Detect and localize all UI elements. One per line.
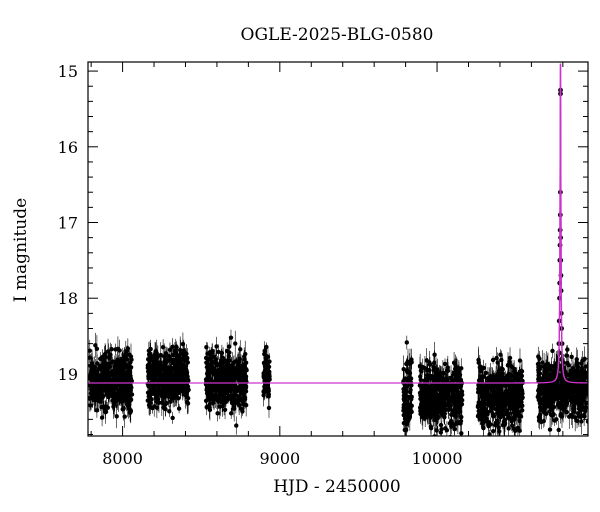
data-point (108, 362, 113, 385)
data-point (129, 355, 134, 364)
data-point (234, 416, 239, 435)
data-point (103, 400, 108, 424)
data-point (97, 374, 103, 400)
data-point (117, 339, 122, 362)
data-point (106, 343, 111, 372)
x-axis-label: HJD - 2450000 (273, 477, 401, 497)
data-point (127, 403, 133, 422)
data-point (128, 364, 133, 388)
data-point (94, 354, 100, 373)
x-tick-label: 8000 (102, 449, 143, 468)
data-point (125, 338, 131, 359)
data-point (103, 360, 109, 381)
data-point (106, 385, 112, 403)
data-point (266, 397, 272, 418)
data-point (490, 355, 496, 365)
data-point (404, 335, 410, 350)
data-point (513, 430, 515, 436)
data-point (117, 379, 122, 406)
data-point (94, 363, 99, 381)
data-point (123, 357, 129, 372)
y-axis-label: I magnitude (11, 198, 31, 302)
data-point (547, 417, 553, 436)
y-tick-label: 18 (58, 289, 78, 308)
data-point (109, 344, 114, 355)
y-tick-label: 16 (58, 138, 78, 157)
data-point (125, 365, 130, 382)
data-point (122, 354, 127, 382)
data-point (128, 385, 134, 404)
y-tick-label: 19 (58, 365, 78, 384)
data-point (121, 390, 126, 404)
data-point (170, 411, 175, 424)
data-point (120, 404, 125, 414)
y-tick-label: 17 (58, 214, 78, 233)
model-line (88, 63, 588, 384)
y-tick-label: 15 (58, 62, 78, 81)
data-point (123, 373, 129, 401)
data-point (102, 343, 108, 365)
x-tick-label: 10000 (412, 449, 463, 468)
data-point (115, 385, 120, 410)
x-tick-label: 9000 (259, 449, 300, 468)
data-point (89, 349, 95, 378)
data-point (104, 401, 109, 412)
data-point (113, 360, 118, 373)
model-peak-line (553, 63, 568, 382)
data-point (101, 354, 106, 368)
data-point (121, 369, 127, 380)
model-curve (88, 63, 588, 384)
data-point (176, 404, 182, 414)
data-point (114, 404, 119, 429)
data-point (112, 389, 117, 416)
data-point (204, 341, 209, 353)
chart-title: OGLE-2025-BLG-0580 (241, 25, 434, 45)
data-point (565, 344, 570, 355)
data-point (233, 330, 238, 357)
data-point (108, 384, 114, 395)
data-points (88, 87, 588, 436)
data-point (91, 369, 97, 390)
data-point (88, 401, 93, 410)
data-point (93, 332, 98, 358)
data-point (550, 343, 555, 359)
